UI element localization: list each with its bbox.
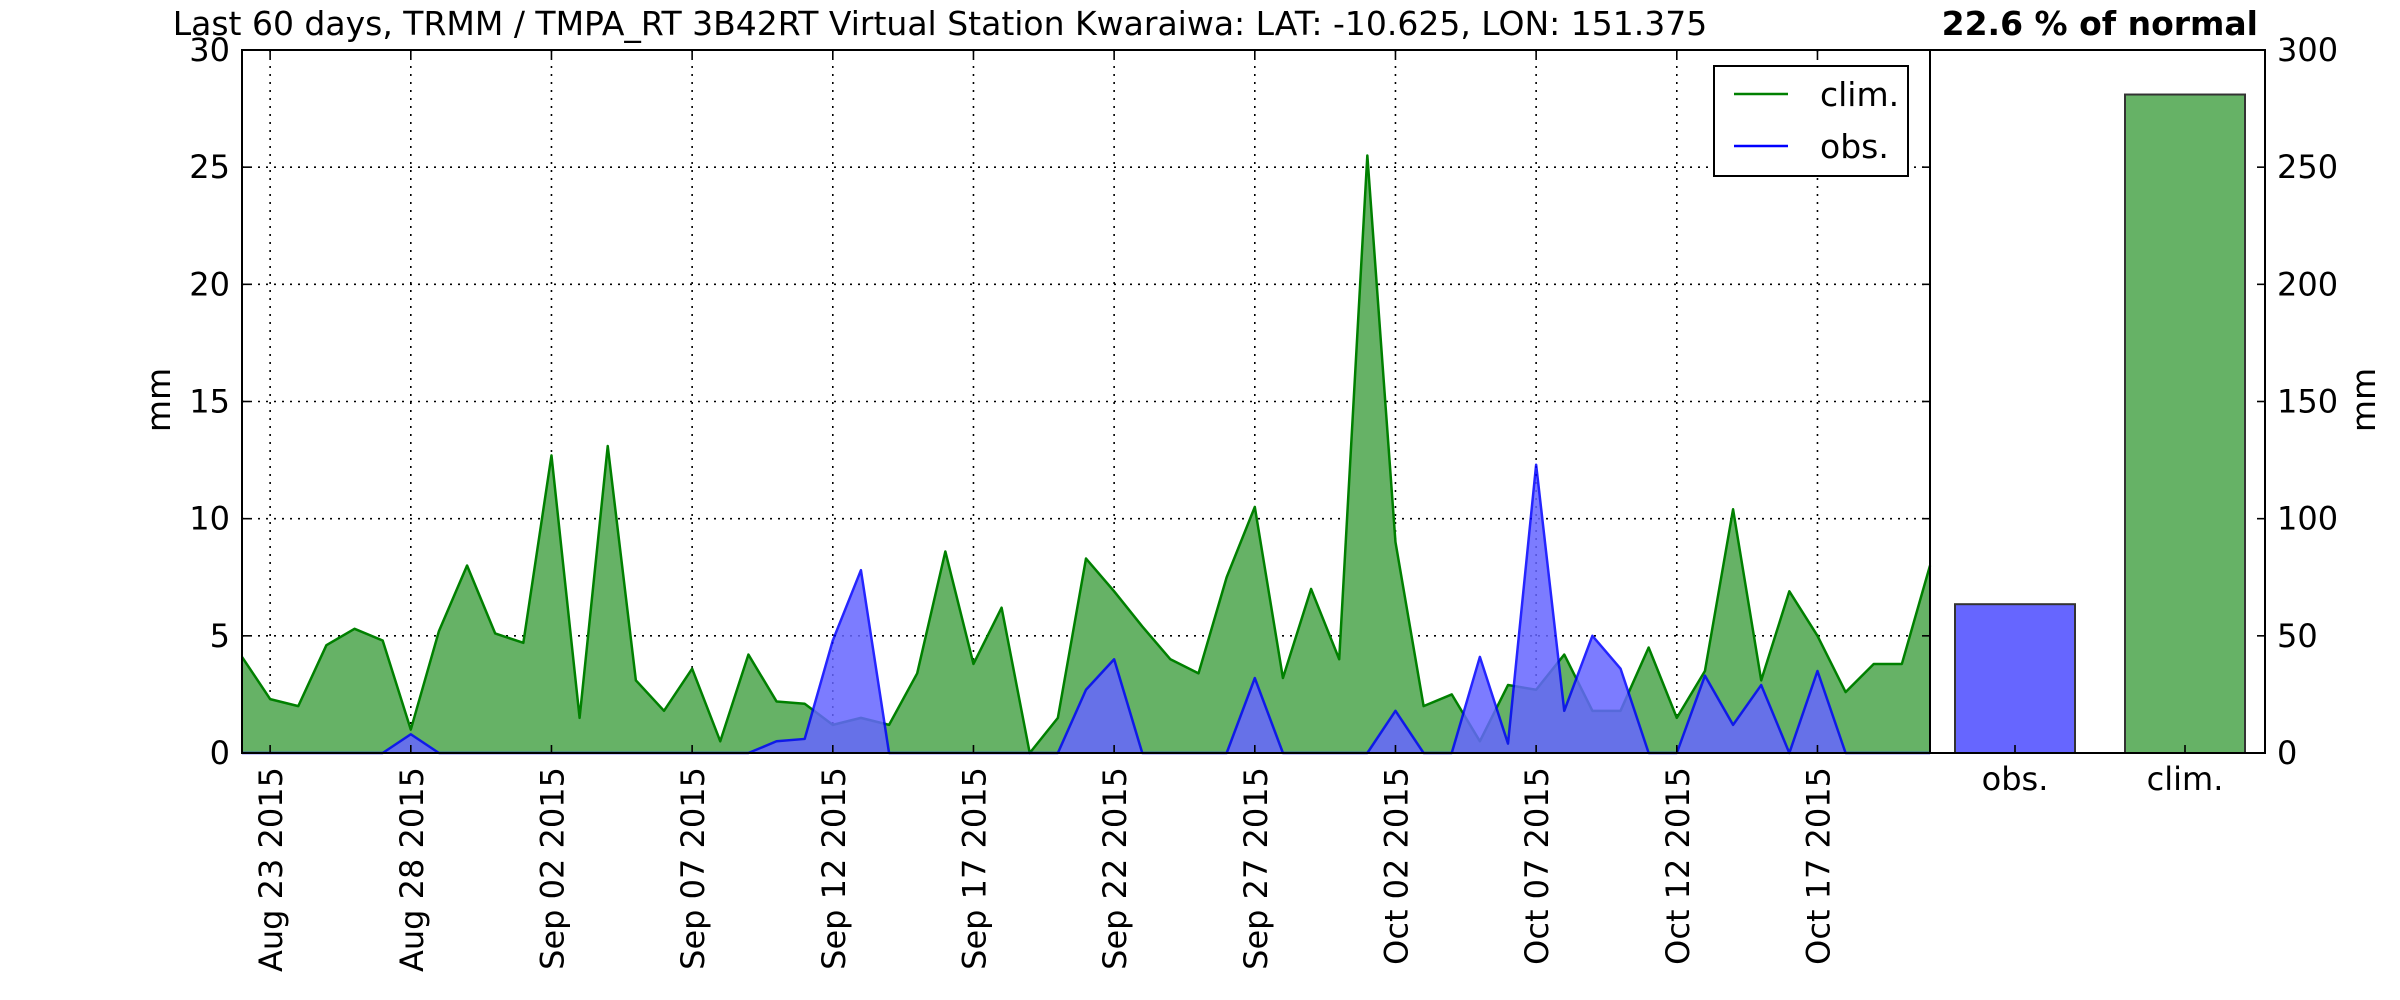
summary-bars xyxy=(1954,93,2246,755)
x-tick-label: Oct 07 2015 xyxy=(1518,767,1556,965)
y-tick-label: 5 xyxy=(210,617,230,655)
x-tick-label: Sep 07 2015 xyxy=(674,767,712,970)
legend-obs-label: obs. xyxy=(1820,127,1889,166)
bar-obs xyxy=(1954,603,2076,754)
clim-area-fill xyxy=(242,155,1930,753)
chart-title: Last 60 days, TRMM / TMPA_RT 3B42RT Virt… xyxy=(173,4,1708,43)
x-tick-label: Oct 02 2015 xyxy=(1377,767,1415,965)
main-chart: 0 5 10 15 20 25 30 Aug 23 2015 Aug 28 2015 Sep 0… xyxy=(139,4,1932,972)
y-tick-label: 15 xyxy=(189,383,230,421)
x-tick-label: Aug 23 2015 xyxy=(252,767,290,972)
main-y-axis-label: mm xyxy=(139,368,178,432)
bar-y-tick-label: 100 xyxy=(2277,500,2338,538)
main-x-axis-ticks: Aug 23 2015 Aug 28 2015 Sep 02 2015 Sep 07 … xyxy=(252,50,1837,972)
x-tick-label: Oct 12 2015 xyxy=(1659,767,1697,965)
bar-y-tick-label: 50 xyxy=(2277,617,2318,655)
y-tick-label: 0 xyxy=(210,734,230,772)
x-tick-label: Oct 17 2015 xyxy=(1799,767,1837,965)
y-tick-label: 30 xyxy=(189,31,230,69)
x-tick-label: Sep 22 2015 xyxy=(1096,767,1134,970)
x-tick-label: Sep 27 2015 xyxy=(1237,767,1275,970)
obs-area-fill xyxy=(242,464,1930,753)
bar-y-axis-ticks: 0 50 100 150 200 250 300 xyxy=(2257,31,2338,772)
y-tick-label: 25 xyxy=(189,148,230,186)
bar-x-axis-ticks: obs. clim. xyxy=(1982,745,2224,798)
legend-clim-label: clim. xyxy=(1820,75,1899,114)
legend-box xyxy=(1713,65,1909,177)
bar-y-axis-label: mm xyxy=(2344,368,2383,432)
x-tick-label: Sep 12 2015 xyxy=(815,767,853,970)
percent-of-normal-title: 22.6 % of normal xyxy=(1942,4,2258,43)
y-tick-label: 20 xyxy=(189,265,230,303)
summary-bar-chart: 0 50 100 150 200 250 300 obs. clim. 22.6 % of n… xyxy=(1929,4,2383,798)
bar-y-tick-label: 250 xyxy=(2277,148,2338,186)
bar-x-tick-label: obs. xyxy=(1982,760,2049,798)
x-tick-label: Sep 17 2015 xyxy=(955,767,993,970)
bar-y-tick-label: 150 xyxy=(2277,383,2338,421)
bar-clim xyxy=(2124,93,2246,755)
bar-x-tick-label: clim. xyxy=(2147,760,2224,798)
bar-y-tick-label: 300 xyxy=(2277,31,2338,69)
bar-y-tick-label: 200 xyxy=(2277,265,2338,303)
x-tick-label: Aug 28 2015 xyxy=(393,767,431,972)
clim-series xyxy=(240,154,1932,755)
x-tick-label: Sep 02 2015 xyxy=(533,767,571,970)
legend: clim. obs. xyxy=(1713,65,1909,177)
y-tick-label: 10 xyxy=(189,500,230,538)
bar-y-tick-label: 0 xyxy=(2277,734,2297,772)
main-y-axis-ticks: 0 5 10 15 20 25 30 xyxy=(189,31,1930,772)
